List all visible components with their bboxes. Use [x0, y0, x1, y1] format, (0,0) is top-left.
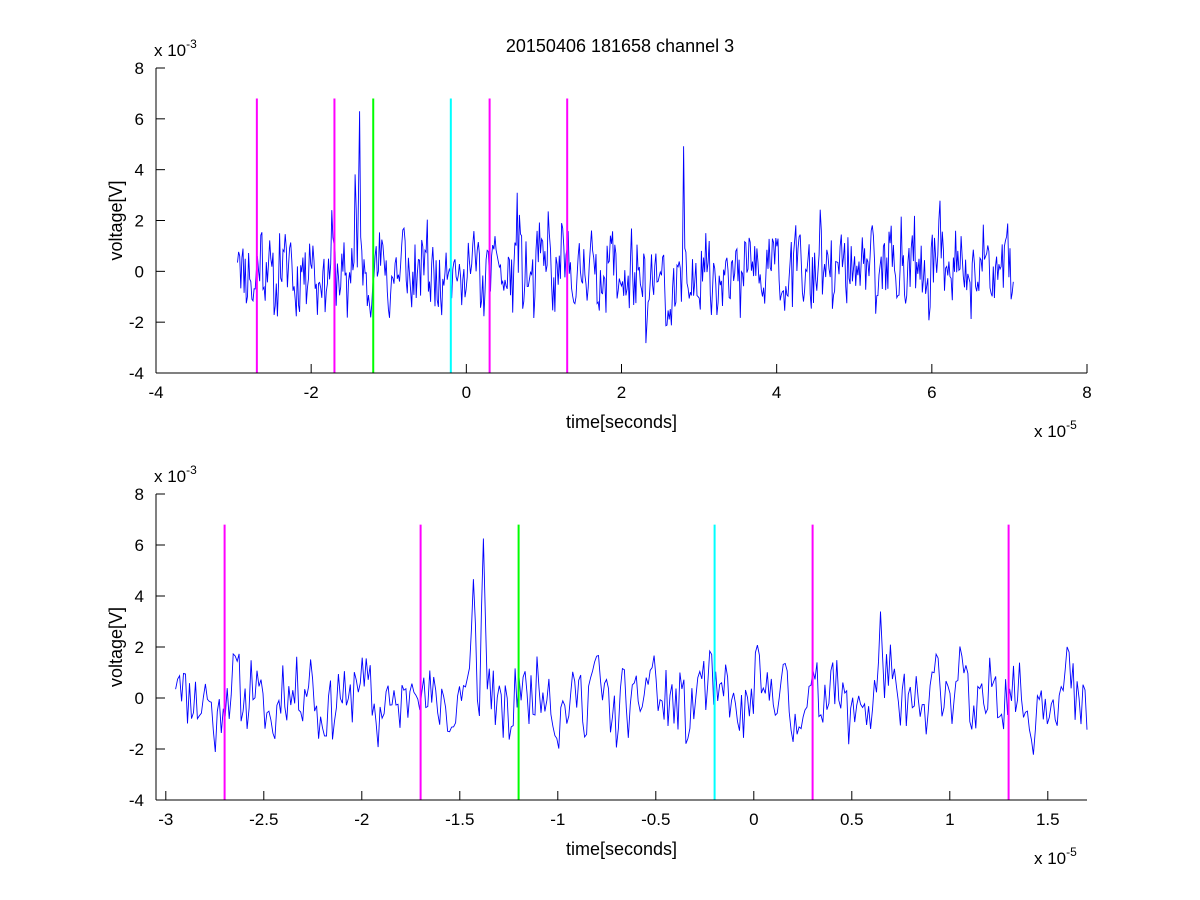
- y-multiplier-base: x 10: [154, 467, 186, 486]
- x-tick-label: 1: [945, 810, 954, 829]
- x-multiplier-base: x 10: [1034, 849, 1066, 868]
- y-tick-label: 6: [135, 536, 144, 555]
- figure-title: 20150406 181658 channel 3: [506, 36, 734, 56]
- x-tick-label: -2.5: [249, 810, 278, 829]
- x-tick-label: 8: [1082, 383, 1091, 402]
- x-multiplier-base: x 10: [1034, 422, 1066, 441]
- signal-trace: [175, 538, 1088, 755]
- y-tick-label: 0: [135, 689, 144, 708]
- x-multiplier-exponent: -5: [1066, 845, 1077, 859]
- y-tick-label: -2: [129, 313, 144, 332]
- y-tick-label: 6: [135, 110, 144, 129]
- y-tick-label: 2: [135, 638, 144, 657]
- x-tick-label: 4: [772, 383, 781, 402]
- y-multiplier-base: x 10: [154, 41, 186, 60]
- x-tick-label: 2: [617, 383, 626, 402]
- x-tick-label: 0: [749, 810, 758, 829]
- x-tick-label: -2: [304, 383, 319, 402]
- y-tick-label: 2: [135, 212, 144, 231]
- x-axis-label: time[seconds]: [566, 412, 677, 432]
- x-tick-label: -1: [550, 810, 565, 829]
- y-tick-label: -4: [129, 791, 144, 810]
- signal-trace: [237, 111, 1014, 344]
- x-multiplier-exponent: -5: [1066, 418, 1077, 432]
- x-tick-label: -0.5: [641, 810, 670, 829]
- x-tick-label: 0: [462, 383, 471, 402]
- y-tick-label: 4: [135, 161, 144, 180]
- y-axis-label: voltage[V]: [106, 180, 126, 260]
- bottom-panel: -3 -2.5 -2 -1.5 -1 -0.5 0 0.5 1 1.5 -4 -2 0 2 4 6 8 time[…: [106, 463, 1088, 868]
- y-tick-label: 8: [135, 485, 144, 504]
- x-tick-label: 6: [927, 383, 936, 402]
- x-axis-multiplier: x 10-5: [1034, 418, 1077, 441]
- x-tick-label: -1.5: [445, 810, 474, 829]
- top-panel: -4 -2 0 2 4 6 8 -4 -2 0 2 4 6 8 time[seconds] voltage[V…: [106, 37, 1092, 441]
- y-axis-multiplier: x 10-3: [154, 37, 197, 60]
- x-tick-label: 1.5: [1036, 810, 1060, 829]
- x-tick-label: -3: [158, 810, 173, 829]
- x-tick-label: -4: [148, 383, 163, 402]
- x-axis-multiplier: x 10-5: [1034, 845, 1077, 868]
- y-multiplier-exponent: -3: [186, 463, 197, 477]
- y-multiplier-exponent: -3: [186, 37, 197, 51]
- y-tick-label: 4: [135, 587, 144, 606]
- y-tick-label: 0: [135, 262, 144, 281]
- x-tick-label: 0.5: [840, 810, 864, 829]
- x-axis-label: time[seconds]: [566, 839, 677, 859]
- y-tick-label: 8: [135, 59, 144, 78]
- x-tick-label: -2: [354, 810, 369, 829]
- y-axis-multiplier: x 10-3: [154, 463, 197, 486]
- y-axis-label: voltage[V]: [106, 607, 126, 687]
- y-tick-label: -2: [129, 740, 144, 759]
- y-tick-label: -4: [129, 364, 144, 383]
